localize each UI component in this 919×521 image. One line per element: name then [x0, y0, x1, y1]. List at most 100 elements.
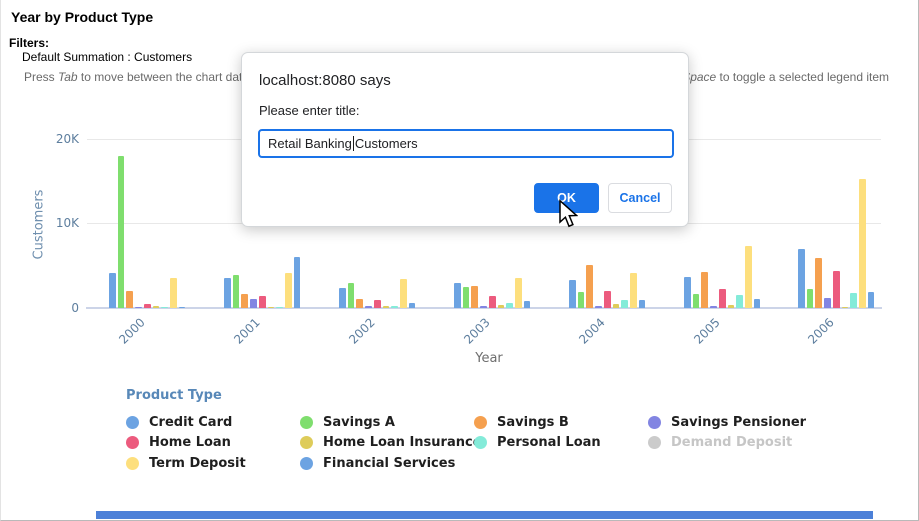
chart-legend: Product Type Credit Card Savings A Savings…: [126, 388, 822, 474]
bar-home-loan-insurance[interactable]: [382, 306, 390, 308]
x-tick-label: 2005: [691, 315, 723, 347]
bar-home-loan-insurance[interactable]: [612, 303, 620, 308]
hint-text: Press: [24, 70, 59, 84]
legend-item-credit-card[interactable]: Credit Card: [126, 412, 300, 433]
bar-home-loan[interactable]: [373, 300, 381, 308]
bar-home-loan-insurance[interactable]: [152, 305, 160, 308]
bar-savings-pensioner[interactable]: [710, 305, 717, 308]
hint-text: to move between the chart data, le: [77, 70, 266, 84]
legend-item-financial-services[interactable]: Financial Services: [300, 453, 474, 474]
bar-savings-pensioner[interactable]: [480, 306, 487, 308]
legend-swatch: [648, 436, 661, 450]
legend-items: Credit Card Savings A Savings B Savings Pen…: [126, 412, 822, 474]
title-input[interactable]: Retail Banking Customers: [258, 129, 674, 158]
bar-term-deposit[interactable]: [169, 277, 177, 308]
x-tick-label: 2006: [805, 315, 837, 347]
bar-savings-b[interactable]: [815, 258, 823, 308]
ok-button[interactable]: OK: [534, 183, 599, 213]
bar-savings-pensioner[interactable]: [250, 298, 257, 308]
bar-personal-loan[interactable]: [736, 295, 743, 308]
x-tick-label: 2000: [116, 315, 148, 347]
bar-savings-a[interactable]: [462, 287, 470, 308]
bar-savings-a[interactable]: [347, 282, 355, 308]
bar-credit-card[interactable]: [109, 272, 116, 308]
bar-personal-loan[interactable]: [850, 293, 857, 308]
dialog-message: Please enter title:: [259, 103, 360, 118]
legend-swatch: [126, 456, 139, 470]
bar-term-deposit[interactable]: [514, 277, 522, 308]
bar-personal-loan[interactable]: [391, 306, 398, 308]
bar-financial-services[interactable]: [293, 257, 301, 308]
x-tick-label: 2001: [231, 315, 263, 347]
bar-savings-pensioner[interactable]: [595, 305, 602, 308]
bar-personal-loan[interactable]: [161, 307, 168, 308]
bar-credit-card[interactable]: [569, 280, 576, 308]
legend-swatch: [126, 436, 139, 450]
bar-home-loan[interactable]: [258, 296, 266, 308]
bar-credit-card[interactable]: [454, 282, 461, 308]
bar-savings-a[interactable]: [692, 293, 700, 308]
bar-home-loan-insurance[interactable]: [267, 306, 275, 308]
bar-term-deposit[interactable]: [284, 273, 292, 308]
bar-savings-b[interactable]: [126, 291, 134, 308]
hint-key: Space: [682, 70, 717, 84]
legend-item-savings-a[interactable]: Savings A: [300, 412, 474, 433]
bar-personal-loan[interactable]: [621, 299, 628, 308]
bar-savings-b[interactable]: [356, 298, 364, 308]
bar-savings-b[interactable]: [241, 293, 249, 308]
bar-home-loan[interactable]: [143, 304, 151, 308]
legend-swatch: [126, 415, 139, 429]
legend-item-demand-deposit[interactable]: Demand Deposit: [648, 433, 822, 454]
bar-financial-services[interactable]: [178, 307, 186, 308]
bar-home-loan-insurance[interactable]: [841, 307, 849, 308]
horizontal-scrollbar-thumb[interactable]: [96, 511, 873, 519]
bar-home-loan-insurance[interactable]: [727, 304, 735, 308]
bar-term-deposit[interactable]: [629, 272, 637, 308]
bar-credit-card[interactable]: [798, 248, 805, 308]
bar-savings-a[interactable]: [577, 291, 585, 308]
bar-term-deposit[interactable]: [399, 279, 407, 308]
bar-savings-pensioner[interactable]: [135, 307, 142, 308]
y-tick-label: 0: [71, 301, 79, 315]
legend-label: Credit Card: [149, 414, 233, 430]
bar-savings-b[interactable]: [586, 264, 594, 308]
cancel-button[interactable]: Cancel: [608, 183, 672, 213]
x-axis-line: [86, 307, 882, 309]
legend-item-term-deposit[interactable]: Term Deposit: [126, 453, 300, 474]
bar-financial-services[interactable]: [523, 301, 531, 308]
legend-item-home-loan[interactable]: Home Loan: [126, 433, 300, 454]
bar-savings-b[interactable]: [701, 271, 709, 308]
bar-credit-card[interactable]: [224, 278, 231, 308]
legend-item-savings-b[interactable]: Savings B: [474, 412, 648, 433]
bar-personal-loan[interactable]: [506, 302, 513, 308]
bar-financial-services[interactable]: [408, 302, 416, 308]
bar-savings-pensioner[interactable]: [365, 305, 372, 308]
input-text: Retail Banking: [268, 136, 352, 151]
legend-item-savings-pensioner[interactable]: Savings Pensioner: [648, 412, 822, 433]
bar-home-loan[interactable]: [488, 296, 496, 308]
bar-financial-services[interactable]: [867, 291, 875, 308]
bar-credit-card[interactable]: [339, 287, 346, 308]
bar-savings-pensioner[interactable]: [824, 298, 831, 308]
input-text: Customers: [354, 136, 418, 151]
bar-savings-b[interactable]: [471, 286, 479, 308]
bar-personal-loan[interactable]: [276, 306, 283, 308]
bar-financial-services[interactable]: [638, 299, 646, 308]
legend-swatch: [474, 436, 487, 450]
x-axis-title: Year: [475, 351, 503, 366]
legend-item-home-loan-insurance[interactable]: Home Loan Insurance: [300, 433, 482, 454]
bar-savings-a[interactable]: [117, 155, 125, 308]
bar-term-deposit[interactable]: [858, 178, 866, 308]
bar-home-loan-insurance[interactable]: [497, 305, 505, 308]
bar-home-loan[interactable]: [832, 270, 840, 308]
bar-home-loan[interactable]: [718, 288, 726, 308]
bar-savings-a[interactable]: [806, 289, 814, 308]
legend-swatch: [300, 415, 313, 429]
bar-term-deposit[interactable]: [744, 245, 752, 308]
dialog-buttons: OK Cancel: [534, 183, 672, 213]
bar-credit-card[interactable]: [684, 276, 691, 308]
bar-home-loan[interactable]: [603, 291, 611, 308]
bar-savings-a[interactable]: [232, 275, 240, 308]
bar-financial-services[interactable]: [753, 298, 761, 308]
legend-item-personal-loan[interactable]: Personal Loan: [474, 433, 648, 454]
